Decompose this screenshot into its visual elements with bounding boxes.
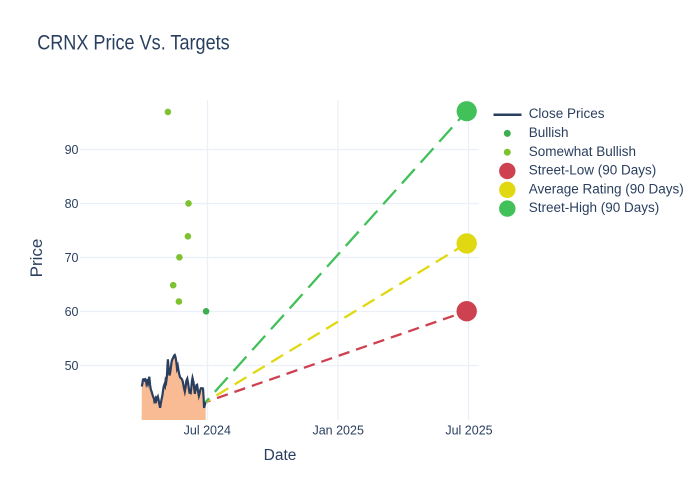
svg-text:Jul 2025: Jul 2025: [445, 423, 492, 437]
svg-text:CRNX Price Vs. Targets: CRNX Price Vs. Targets: [37, 32, 230, 55]
svg-text:Close Prices: Close Prices: [529, 106, 605, 121]
svg-text:80: 80: [65, 197, 79, 211]
svg-text:Street-High (90 Days): Street-High (90 Days): [529, 200, 660, 215]
svg-text:Jan 2025: Jan 2025: [312, 423, 363, 437]
svg-text:Price: Price: [27, 239, 46, 278]
svg-text:Jul 2024: Jul 2024: [184, 423, 231, 437]
svg-text:Bullish: Bullish: [529, 125, 569, 140]
svg-text:90: 90: [65, 143, 79, 157]
svg-text:Street-Low (90 Days): Street-Low (90 Days): [529, 163, 657, 178]
svg-text:60: 60: [65, 305, 79, 319]
svg-text:Average Rating (90 Days): Average Rating (90 Days): [529, 181, 684, 196]
svg-text:70: 70: [65, 251, 79, 265]
svg-text:50: 50: [65, 359, 79, 373]
svg-text:Date: Date: [264, 447, 297, 464]
svg-text:Somewhat Bullish: Somewhat Bullish: [529, 144, 636, 159]
